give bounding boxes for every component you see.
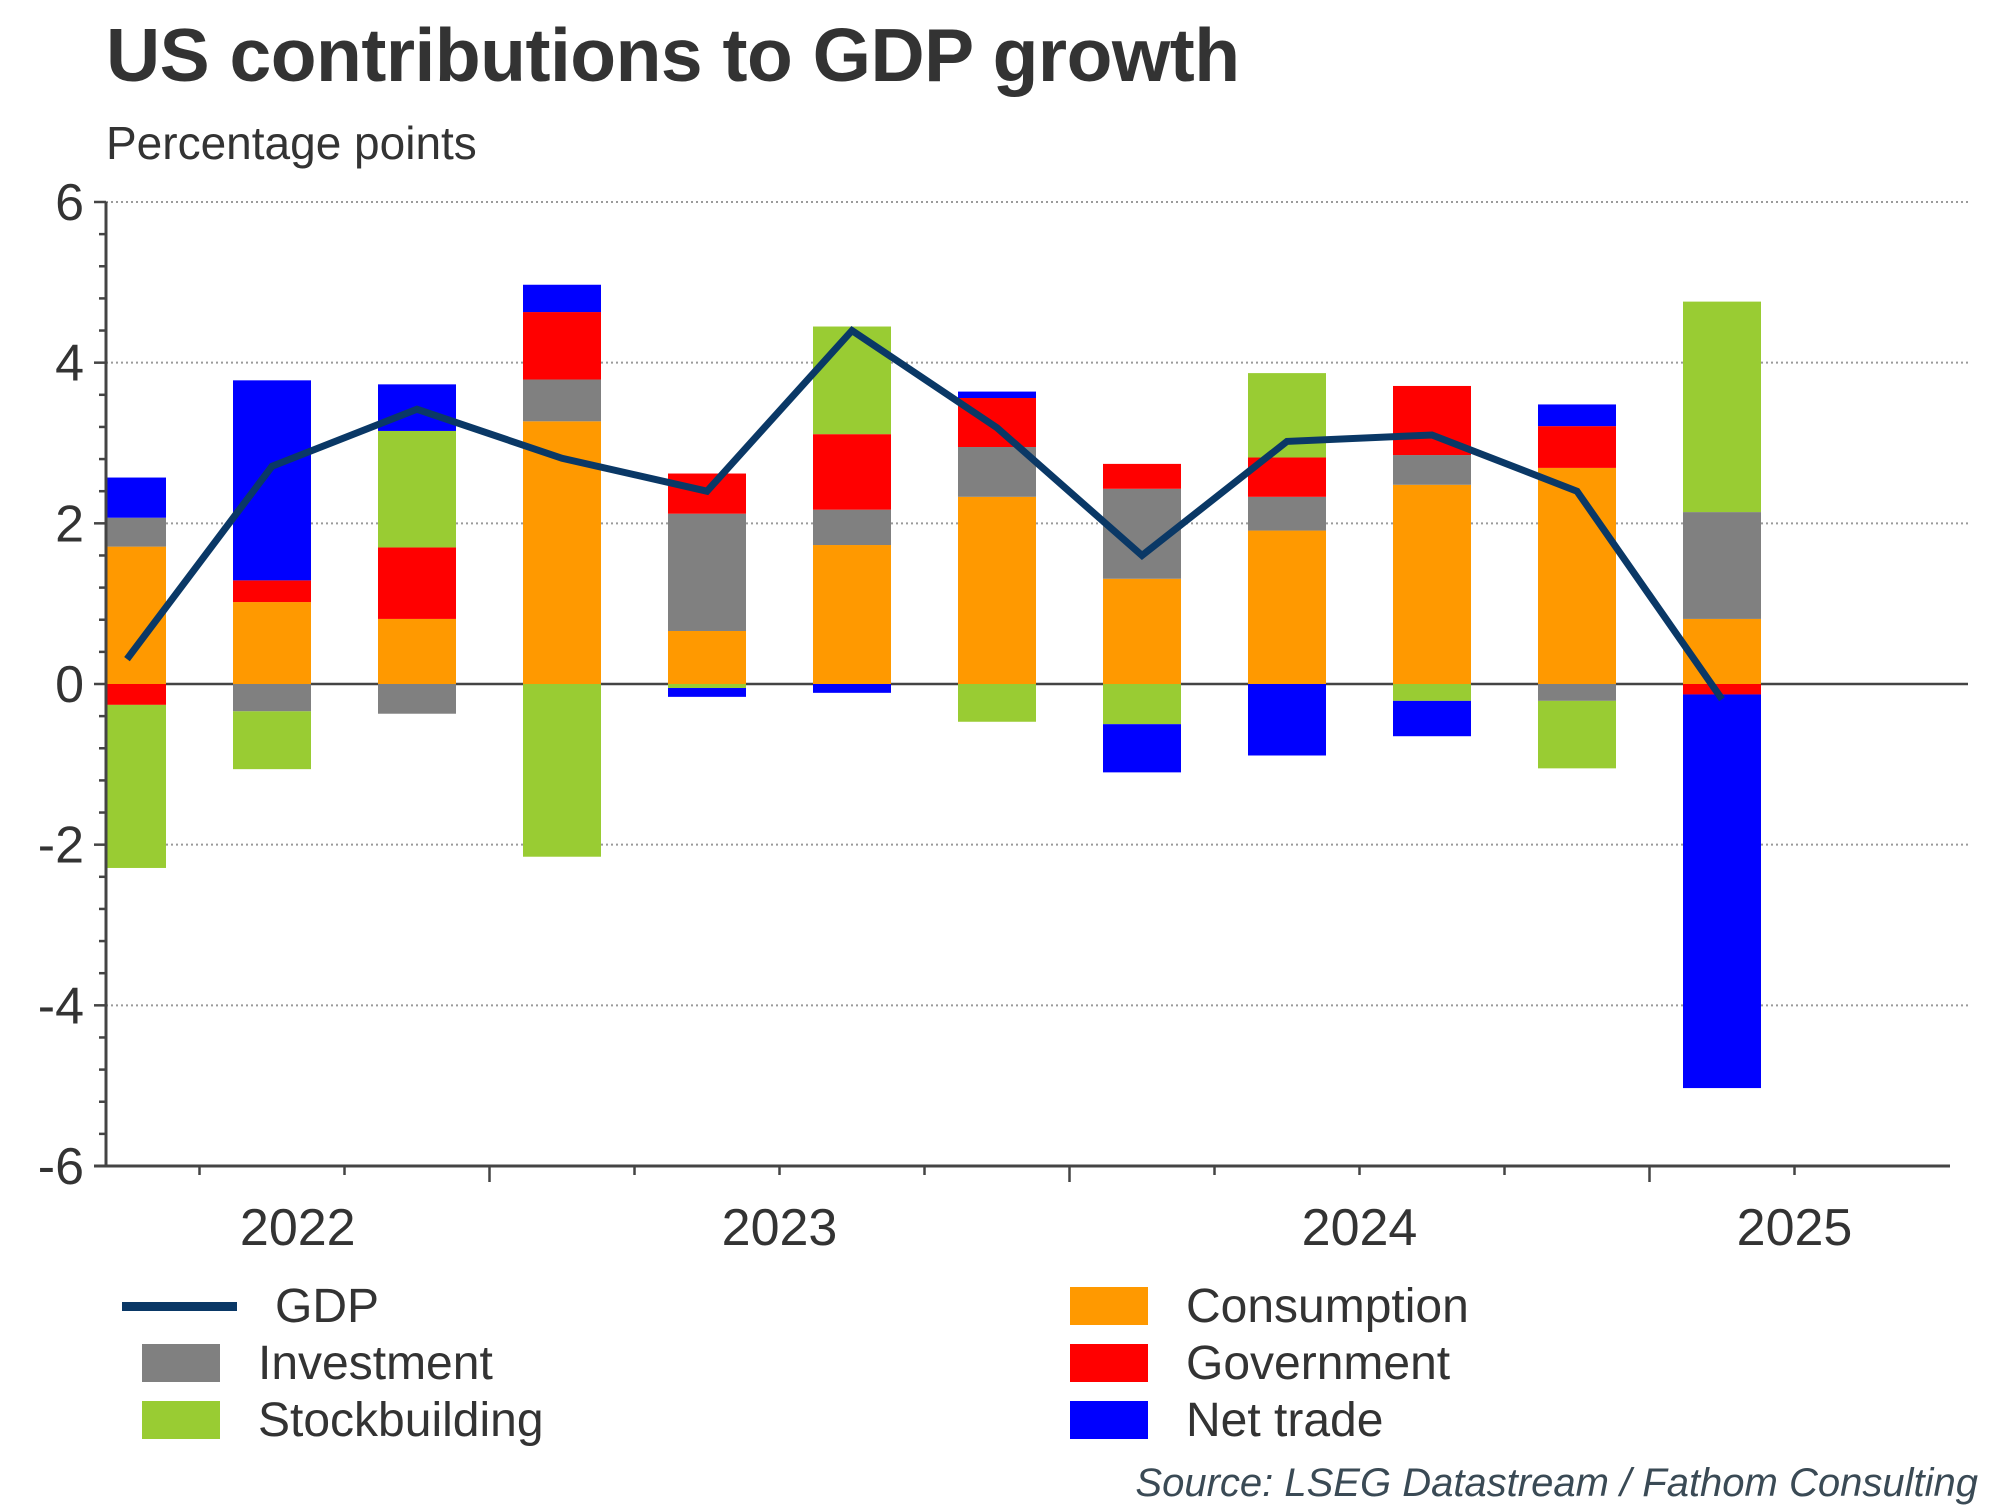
bar-stockbuilding [958,684,1036,722]
bar-consumption [1538,468,1616,684]
bar-investment [523,380,601,422]
bar-investment [1683,512,1761,619]
bar-stockbuilding [1683,302,1761,512]
bar-net-trade [958,392,1036,398]
bar-investment [1248,497,1326,531]
bar-net-trade [1683,694,1761,1088]
bar-consumption [1393,485,1471,684]
bar-consumption [813,545,891,684]
bar-government [813,434,891,510]
bar-government [233,580,311,602]
legend-item-net-trade: Net trade [1070,1392,1383,1448]
legend-label: Investment [258,1336,493,1391]
bar-consumption [1248,531,1326,684]
legend-label: Stockbuilding [258,1393,544,1448]
bar-stockbuilding [1538,701,1616,768]
bar-consumption [378,619,456,684]
bar-consumption [1683,619,1761,684]
bar-investment [378,684,456,714]
bar-investment [813,510,891,545]
consumption-swatch [1070,1287,1148,1325]
x-year-label: 2022 [240,1199,356,1257]
bar-stockbuilding [813,327,891,435]
bar-consumption [668,631,746,684]
legend-label: Net trade [1186,1393,1383,1448]
legend-item-investment: Investment [142,1335,493,1391]
net-trade-swatch [1070,1401,1148,1439]
bar-consumption [233,602,311,684]
legend-item-stockbuilding: Stockbuilding [142,1392,544,1448]
bar-net-trade [88,478,166,518]
bar-government [1683,684,1761,694]
y-tick-label: 4 [55,335,84,393]
legend-label: GDP [275,1279,379,1334]
y-tick-label: 0 [55,656,84,714]
bar-investment [1393,455,1471,485]
bar-consumption [1103,579,1181,684]
bar-net-trade [1248,684,1326,755]
bar-government [1538,426,1616,468]
bar-government [88,684,166,705]
bar-net-trade [668,688,746,697]
y-tick-label: -4 [38,977,84,1035]
legend-label: Government [1186,1336,1450,1391]
x-year-label: 2024 [1302,1199,1418,1257]
bar-investment [668,514,746,631]
gdp-line-swatch [122,1302,237,1311]
x-year-label: 2023 [722,1199,838,1257]
gdp-line [127,331,1722,700]
legend-label: Consumption [1186,1279,1469,1334]
bar-consumption [958,497,1036,684]
legend-item-consumption: Consumption [1070,1278,1469,1334]
y-tick-label: -6 [38,1138,84,1196]
government-swatch [1070,1344,1148,1382]
bar-government [523,312,601,379]
source-note: Source: LSEG Datastream / Fathom Consult… [1135,1461,1978,1506]
legend-item-gdp: GDP [160,1278,379,1334]
bar-net-trade [813,684,891,693]
bar-stockbuilding [1393,684,1471,701]
y-tick-label: 2 [55,495,84,553]
bar-stockbuilding [233,711,311,769]
bar-investment [233,684,311,711]
stockbuilding-swatch [142,1401,220,1439]
bar-stockbuilding [668,684,746,688]
x-year-label: 2025 [1737,1199,1853,1257]
y-tick-label: 6 [55,174,84,232]
bar-net-trade [1538,404,1616,426]
y-tick-label: -2 [38,817,84,875]
stacked-bars [88,285,1761,1088]
bar-investment [1538,684,1616,701]
bar-stockbuilding [378,431,456,547]
bar-net-trade [1103,724,1181,772]
bar-net-trade [1393,701,1471,736]
bar-government [378,547,456,618]
bar-government [1103,464,1181,489]
bar-investment [88,518,166,547]
legend-item-government: Government [1070,1335,1450,1391]
bar-stockbuilding [523,684,601,857]
investment-swatch [142,1344,220,1382]
bar-consumption [88,547,166,684]
bar-net-trade [233,380,311,580]
gdp-line-layer [127,330,1722,699]
bar-net-trade [523,285,601,312]
bar-stockbuilding [1103,684,1181,724]
